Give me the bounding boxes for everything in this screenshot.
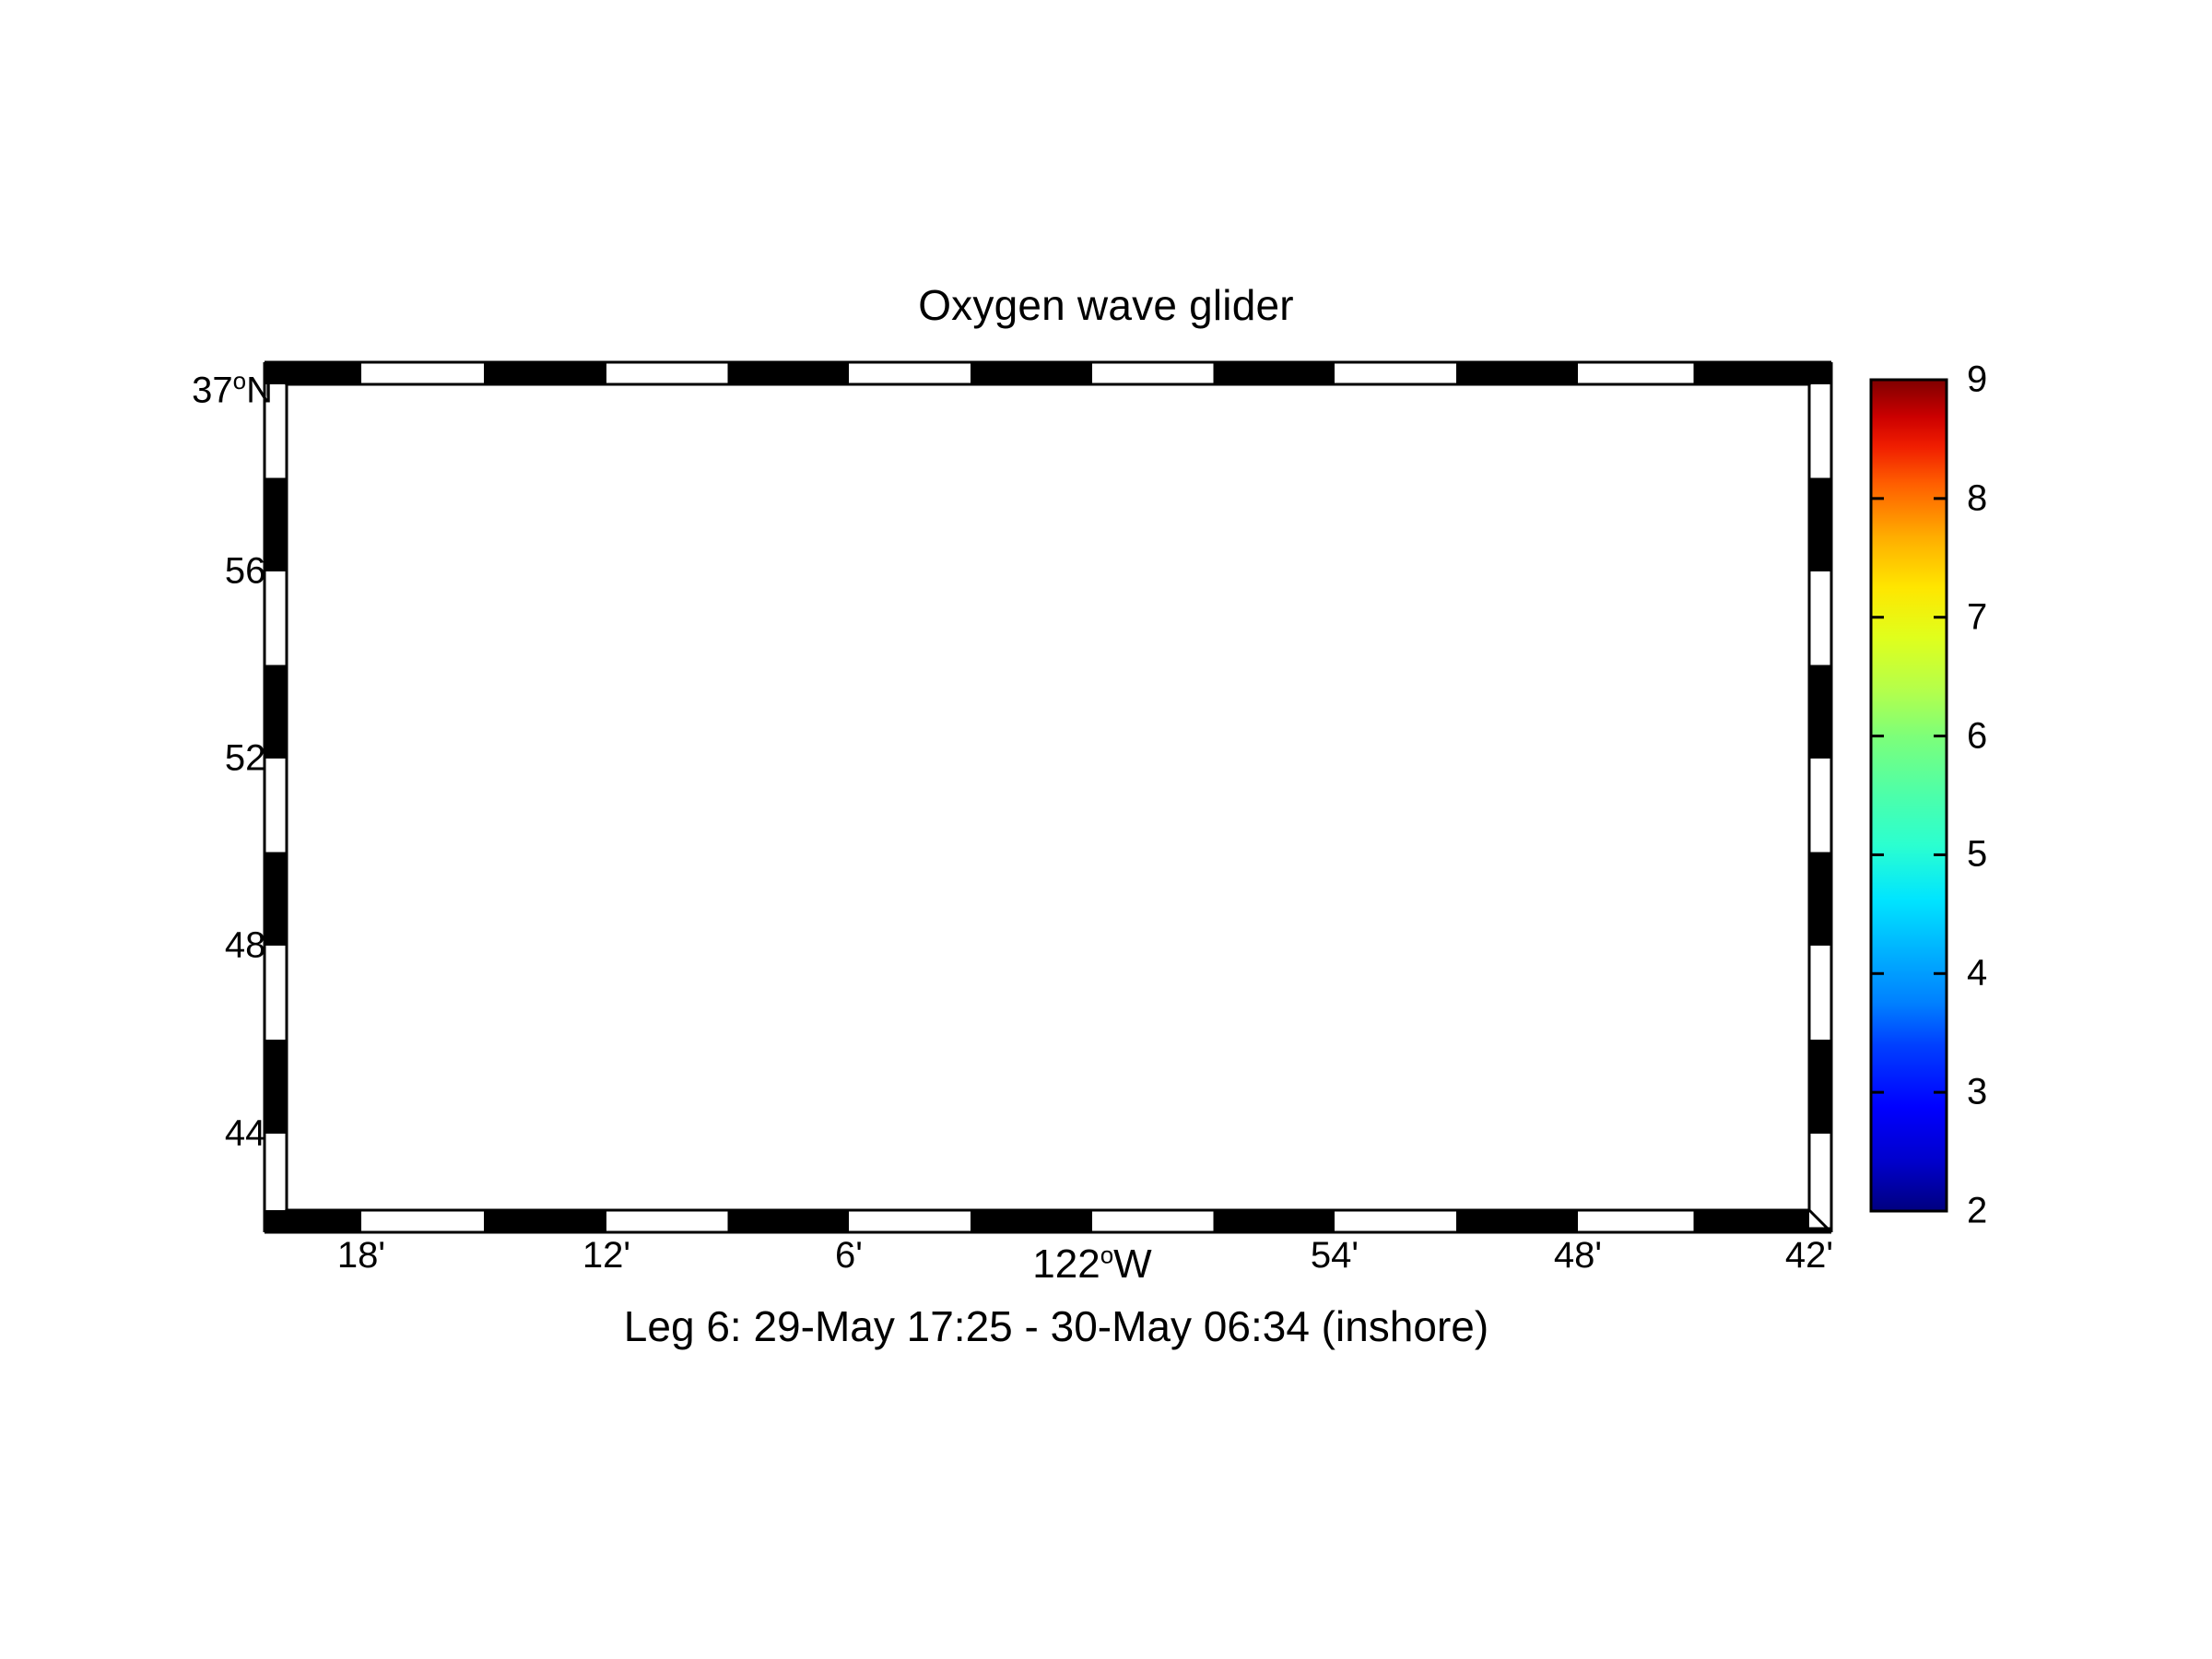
frame-rule bbox=[1807, 1208, 1833, 1234]
colorbar-tick-label: 4 bbox=[1967, 952, 1988, 994]
frame-segment bbox=[1809, 1227, 1831, 1232]
ytick-label-52: 52' bbox=[224, 737, 273, 779]
page-title: Oxygen wave glider bbox=[918, 281, 1294, 329]
frame-segment bbox=[1809, 477, 1831, 571]
frame-rule bbox=[1807, 360, 1833, 386]
colorbar-tick-label: 5 bbox=[1967, 833, 1988, 875]
colorbar-outline bbox=[1869, 378, 1948, 1213]
frame-segment bbox=[1809, 1040, 1831, 1134]
colorbar-tick-label: 2 bbox=[1967, 1190, 1988, 1231]
frame-segment bbox=[1809, 665, 1831, 759]
frame-segment bbox=[727, 1210, 849, 1232]
frame-rule bbox=[263, 1208, 288, 1234]
xtick-label-42: 42' bbox=[1784, 1235, 1834, 1276]
colorbar-tick-label: 6 bbox=[1967, 715, 1988, 757]
frame-segment bbox=[265, 852, 287, 946]
colorbar-tick-label: 9 bbox=[1967, 359, 1988, 400]
frame-segment bbox=[1456, 362, 1578, 384]
xtick-label-48: 48' bbox=[1553, 1235, 1603, 1276]
ytick-label-56: 56' bbox=[224, 550, 273, 592]
degree-symbol-lon: o bbox=[1100, 1241, 1114, 1269]
ytick-label-48: 48' bbox=[224, 924, 273, 966]
frame-rule bbox=[263, 360, 288, 386]
frame-segment bbox=[265, 477, 287, 571]
frame-segment bbox=[971, 1210, 1092, 1232]
frame-segment bbox=[265, 1040, 287, 1134]
colorbar-tick-label: 7 bbox=[1967, 596, 1988, 638]
plot-subtitle: Leg 6: 29-May 17:25 - 30-May 06:34 (insh… bbox=[623, 1302, 1489, 1350]
xtick-label-122w: 122oW bbox=[1032, 1241, 1152, 1287]
frame-segment bbox=[971, 362, 1092, 384]
frame-segment bbox=[1213, 362, 1335, 384]
colorbar-gradient bbox=[1871, 380, 1947, 1211]
frame-segment bbox=[265, 665, 287, 759]
frame-segment bbox=[1213, 1210, 1335, 1232]
colorbar-tick-label: 3 bbox=[1967, 1071, 1988, 1112]
degree-symbol-lat: o bbox=[232, 367, 247, 395]
xtick-label-12: 12' bbox=[582, 1235, 631, 1276]
frame-segment bbox=[1809, 852, 1831, 946]
frame-segment bbox=[484, 1210, 606, 1232]
frame-segment bbox=[484, 362, 606, 384]
frame-segment bbox=[1693, 362, 1809, 384]
xtick-label-54: 54' bbox=[1310, 1235, 1359, 1276]
colorbar bbox=[1869, 378, 1948, 1213]
frame-segment bbox=[727, 362, 849, 384]
ytick-label-37n: 37oN bbox=[192, 367, 273, 411]
xtick-label-18: 18' bbox=[336, 1235, 386, 1276]
ytick-label-44: 44' bbox=[224, 1112, 273, 1154]
map-frame-border bbox=[263, 360, 1833, 1234]
frame-segment bbox=[1693, 1210, 1809, 1232]
frame-segment bbox=[287, 384, 1809, 1210]
frame-segment bbox=[265, 1227, 287, 1232]
xtick-label-6: 6' bbox=[835, 1235, 863, 1276]
colorbar-tick-label: 8 bbox=[1967, 477, 1988, 519]
frame-segment bbox=[1456, 1210, 1578, 1232]
